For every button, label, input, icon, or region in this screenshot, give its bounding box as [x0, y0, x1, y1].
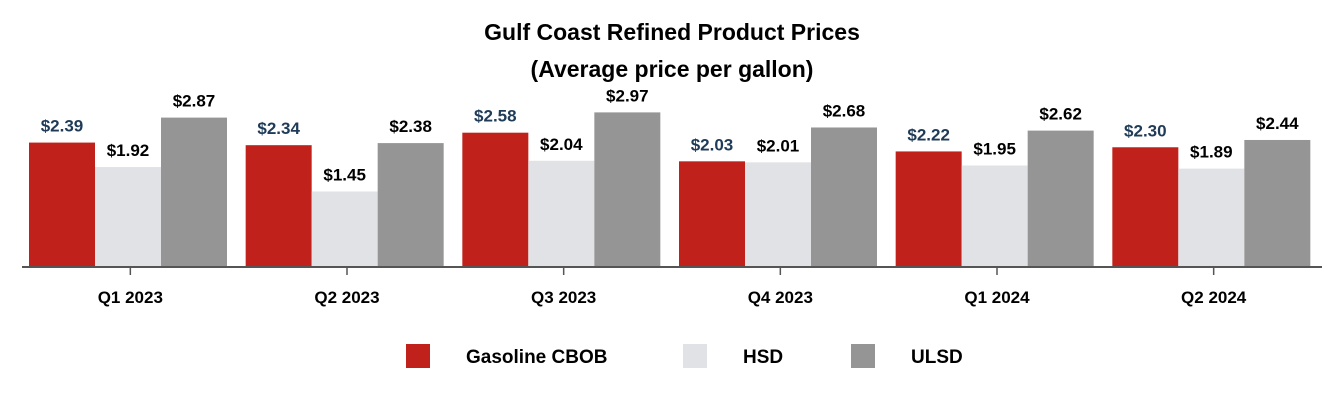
- bar-hsd-q2-2024: [1178, 168, 1245, 267]
- bar-gasoline-cbob-q1-2024: [895, 151, 962, 267]
- x-tick-label: Q1 2024: [964, 288, 1030, 307]
- bar-ulsd-q3-2023: [594, 112, 661, 268]
- legend: Gasoline CBOB HSD ULSD: [406, 344, 963, 368]
- bar-hsd-q1-2024: [961, 165, 1028, 267]
- data-label: $2.97: [606, 86, 649, 105]
- data-label: $2.04: [540, 135, 583, 154]
- legend-swatch-hsd: [683, 344, 707, 368]
- x-axis: Q1 2023 Q2 2023 Q3 2023 Q4 2023 Q1 2024 Q2 20…: [22, 266, 1322, 307]
- bar-hsd-q3-2023: [528, 160, 595, 267]
- bar-ulsd-q4-2023: [811, 127, 877, 267]
- legend-label: Gasoline CBOB: [466, 347, 607, 368]
- legend-label: ULSD: [911, 347, 963, 368]
- data-label: $2.38: [389, 117, 432, 136]
- x-tick-label: Q4 2023: [748, 288, 813, 307]
- x-tick-label: Q3 2023: [531, 288, 596, 307]
- data-label: $2.68: [823, 101, 866, 120]
- data-label: $2.22: [907, 125, 950, 144]
- bar-hsd-q4-2023: [745, 162, 811, 267]
- bar-gasoline-cbob-q2-2024: [1112, 147, 1179, 267]
- x-tick-label: Q2 2024: [1181, 288, 1247, 307]
- data-label: $1.89: [1190, 143, 1233, 162]
- bar-ulsd-q2-2023: [377, 143, 444, 267]
- bar-hsd-q2-2023: [311, 191, 378, 267]
- legend-swatch-ulsd: [851, 344, 875, 368]
- bars-group: $2.39 $1.92 $2.87 $2.34 $1.45 $2.38 $2.58 $2.04…: [29, 86, 1311, 268]
- bar-ulsd-q1-2024: [1027, 130, 1094, 267]
- data-label: $2.03: [691, 135, 734, 154]
- chart-title: Gulf Coast Refined Product Prices: [484, 19, 860, 45]
- bar-hsd-q1-2023: [95, 167, 161, 267]
- bar-ulsd-q2-2024: [1244, 139, 1311, 267]
- data-label: $2.01: [757, 136, 800, 155]
- bar-gasoline-cbob-q3-2023: [462, 132, 529, 267]
- legend-label: HSD: [743, 347, 783, 368]
- legend-swatch-gasoline-cbob: [406, 344, 430, 368]
- bar-gasoline-cbob-q4-2023: [679, 161, 745, 267]
- data-label: $2.58: [474, 107, 517, 126]
- data-label: $2.30: [1124, 121, 1167, 140]
- data-label: $2.39: [41, 117, 84, 136]
- bar-gasoline-cbob-q2-2023: [245, 145, 312, 267]
- chart-subtitle: (Average price per gallon): [531, 56, 814, 82]
- bar-ulsd-q1-2023: [161, 117, 227, 267]
- data-label: $2.62: [1039, 105, 1082, 124]
- x-tick-label: Q2 2023: [314, 288, 379, 307]
- data-label: $2.34: [257, 119, 300, 138]
- data-label: $1.92: [107, 141, 150, 160]
- data-label: $1.45: [323, 166, 366, 185]
- x-tick-label: Q1 2023: [98, 288, 163, 307]
- data-label: $2.44: [1256, 114, 1299, 133]
- bar-gasoline-cbob-q1-2023: [29, 142, 95, 267]
- data-label: $2.87: [173, 92, 216, 111]
- data-label: $1.95: [973, 139, 1016, 158]
